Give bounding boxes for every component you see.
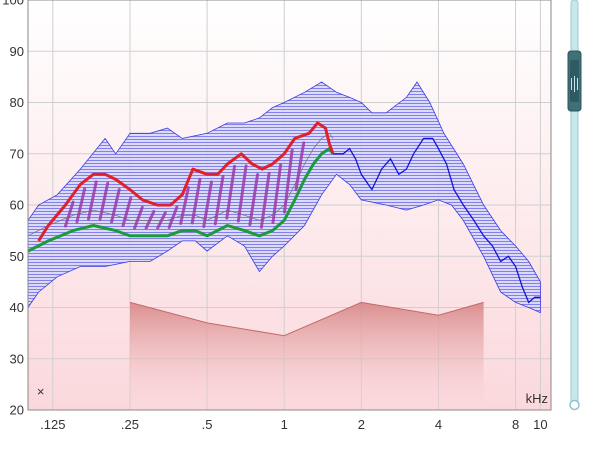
y-tick-label: 40 — [10, 300, 24, 315]
hatch-stroke — [202, 180, 213, 229]
blue-curve — [333, 137, 541, 304]
hatch-stroke — [190, 177, 202, 225]
hatch-stroke — [63, 200, 75, 228]
x-tick-label: 1 — [281, 417, 288, 432]
hatch-stroke — [213, 174, 225, 226]
hatch-stroke — [86, 180, 98, 221]
red-curve — [37, 121, 335, 242]
x-tick-label: .5 — [202, 417, 213, 432]
x-tick-label: 8 — [512, 417, 519, 432]
marker-cross: × — [37, 384, 45, 399]
y-tick-label: 20 — [10, 403, 24, 418]
hatch-stroke — [133, 205, 144, 230]
plot-frame — [27, 0, 552, 411]
hatch-stroke — [121, 196, 133, 228]
hatch-stroke — [75, 187, 87, 224]
hatch-stroke — [248, 172, 260, 227]
x-axis-unit-label: kHz — [526, 391, 548, 406]
y-tick-label: 70 — [10, 146, 24, 161]
y-tick-label: 100 — [2, 0, 24, 8]
hatch-stroke — [179, 186, 190, 225]
scrollbar-thumb[interactable] — [567, 50, 582, 112]
y-tick-label: 90 — [10, 44, 24, 59]
hatch-stroke — [167, 205, 179, 229]
hatch-stroke — [110, 188, 121, 224]
x-tick-label: 10 — [533, 417, 547, 432]
y-tick-label: 60 — [10, 198, 24, 213]
x-tick-label: 4 — [435, 417, 442, 432]
hatch-stroke — [144, 209, 156, 230]
x-tick-label: .25 — [121, 417, 139, 432]
y-tick-label: 50 — [10, 249, 24, 264]
x-tick-label: .125 — [40, 417, 65, 432]
hatch-stroke — [294, 141, 306, 192]
y-tick-labels: 20 30 40 50 60 70 80 90 100 — [2, 0, 24, 418]
hatch-stroke — [236, 164, 248, 223]
green-curve — [28, 147, 335, 253]
y-tick-label: 80 — [10, 95, 24, 110]
hatch-stroke — [259, 171, 271, 229]
threshold-area — [130, 302, 484, 410]
threshold-line — [129, 301, 484, 337]
hatch-stroke — [156, 211, 167, 230]
x-tick-labels: .125 .25 .5 1 2 4 8 10 — [40, 417, 547, 432]
hatch-stroke — [98, 181, 110, 221]
hatch-stroke — [225, 164, 237, 220]
x-tick-label: 2 — [358, 417, 365, 432]
vertical-scrollbar[interactable] — [567, 0, 582, 411]
hatch-stroke — [282, 148, 294, 214]
scrollbar-end-knob[interactable] — [569, 399, 580, 411]
hatch-stroke — [271, 163, 283, 225]
y-tick-label: 30 — [10, 351, 24, 366]
curves — [28, 121, 541, 304]
